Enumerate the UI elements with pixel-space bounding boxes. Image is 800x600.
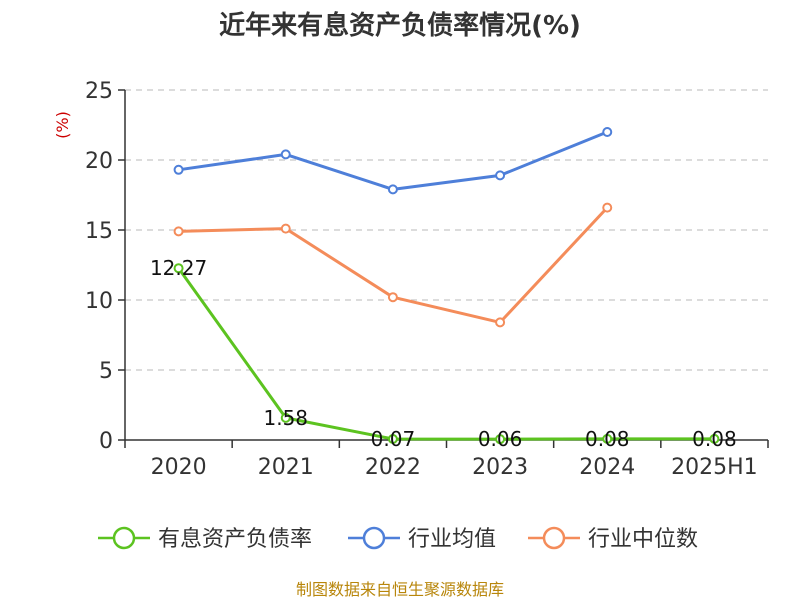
- series-line-2: [178, 206, 609, 324]
- series-2-point-2020: [173, 226, 184, 237]
- legend-marker-1: [362, 526, 386, 550]
- data-label-2021: 1.58: [263, 406, 308, 430]
- series-2-point-2021: [280, 223, 291, 234]
- y-tick-label-15: 15: [85, 219, 113, 244]
- series-0-point-2025H1: [709, 433, 720, 444]
- legend: 有息资产负债率 行业均值 行业中位数: [98, 526, 698, 552]
- series-1-point-2023: [495, 170, 506, 181]
- data-label-2024: 0.08: [585, 427, 630, 451]
- x-tick-label-2025H1: 2025H1: [671, 455, 758, 480]
- series-2-point-2023: [495, 317, 506, 328]
- grid-lines: [125, 89, 768, 371]
- series-2-point-2022: [387, 292, 398, 303]
- x-tick-label-2021: 2021: [258, 455, 314, 480]
- series-line-0: [177, 267, 715, 441]
- series-0-point-2023: [495, 434, 506, 445]
- y-tick-label-20: 20: [85, 149, 113, 174]
- series-group: [173, 127, 720, 445]
- chart-title: 近年来有息资产负债率情况(%): [219, 10, 581, 41]
- series-0-point-2024: [602, 433, 613, 444]
- series-0-point-2020: [173, 263, 184, 274]
- y-tick-label-10: 10: [85, 289, 113, 314]
- x-tick-label-2023: 2023: [472, 455, 528, 480]
- legend-marker-0: [112, 526, 136, 550]
- y-tick-label-5: 5: [99, 359, 113, 384]
- series-1-point-2022: [387, 184, 398, 195]
- y-tick-label-25: 25: [85, 79, 113, 104]
- series-0-point-2022: [387, 434, 398, 445]
- data-label-2020: 12.27: [150, 256, 207, 280]
- x-tick-label-2024: 2024: [579, 455, 635, 480]
- legend-label-2: 行业中位数: [588, 527, 698, 552]
- y-tick-label-0: 0: [99, 429, 113, 454]
- x-tick-label-2020: 2020: [151, 455, 207, 480]
- data-label-2022: 0.07: [371, 427, 416, 451]
- x-tick-label-2022: 2022: [365, 455, 421, 480]
- data-label-2023: 0.06: [478, 427, 523, 451]
- y-axis-unit: (%): [53, 111, 72, 139]
- series-line-1: [178, 130, 608, 191]
- series-2-point-2024: [602, 202, 613, 213]
- data-labels: 12.27 1.58 0.07 0.06 0.08 0.08: [150, 256, 737, 451]
- legend-label-0: 有息资产负债率: [158, 527, 312, 552]
- legend-label-1: 行业均值: [408, 527, 496, 552]
- series-1-point-2020: [173, 164, 184, 175]
- source-note: 制图数据来自恒生聚源数据库: [296, 580, 504, 599]
- series-1-point-2021: [280, 149, 291, 160]
- legend-marker-2: [542, 526, 566, 550]
- data-label-2025H1: 0.08: [692, 427, 737, 451]
- series-1-point-2024: [602, 127, 613, 137]
- series-0-point-2021: [280, 412, 291, 423]
